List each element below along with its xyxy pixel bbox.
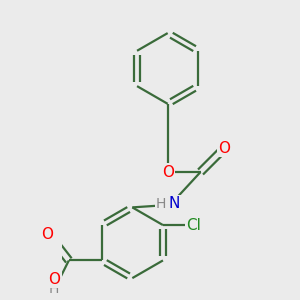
Text: H: H (156, 197, 166, 211)
Text: N: N (169, 196, 180, 211)
Text: O: O (162, 164, 174, 179)
Text: O: O (48, 272, 60, 287)
Text: O: O (41, 227, 53, 242)
Text: H: H (49, 282, 59, 296)
Text: O: O (218, 141, 230, 156)
Text: Cl: Cl (186, 218, 201, 232)
